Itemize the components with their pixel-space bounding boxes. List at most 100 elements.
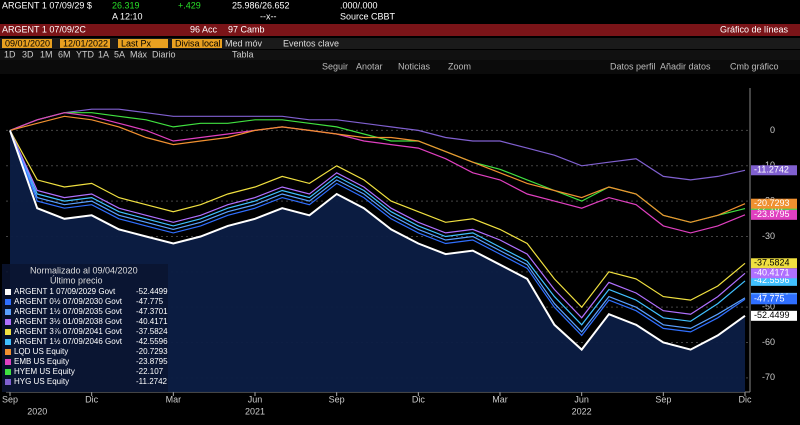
legend-swatch xyxy=(5,309,11,315)
legend-value: -52.4499 xyxy=(136,287,168,296)
series-line xyxy=(9,130,746,319)
series-line xyxy=(9,115,746,223)
year-label: 2022 xyxy=(572,406,592,416)
year-label: 2020 xyxy=(27,406,47,416)
settings-box xyxy=(222,39,274,48)
series-line xyxy=(9,130,746,326)
settings-item[interactable]: Med móv xyxy=(225,38,263,48)
legend-name: LQD US Equity xyxy=(14,347,68,356)
legend-name: HYEM US Equity xyxy=(14,367,75,376)
settings-item[interactable]: Last Px xyxy=(121,38,152,48)
tool-button[interactable]: Anotar xyxy=(356,61,383,71)
settings-box xyxy=(2,39,52,48)
last-value-label: -40.4171 xyxy=(754,268,790,278)
period-button[interactable]: 1D xyxy=(4,49,16,59)
series-line xyxy=(9,130,746,352)
quote-field: A 12:10 xyxy=(112,11,143,21)
settings-box xyxy=(60,39,110,48)
period-button[interactable]: 3D xyxy=(22,49,34,59)
y-tick-label: -50 xyxy=(762,302,775,312)
series-line xyxy=(9,130,746,309)
last-value-label: -42.5596 xyxy=(754,275,790,285)
legend-value: -40.4171 xyxy=(136,317,168,326)
last-value-label: -11.2742 xyxy=(754,165,789,175)
settings-box xyxy=(118,39,168,48)
settings-item[interactable]: 12/01/2022 xyxy=(63,38,108,48)
legend-swatch xyxy=(5,379,11,385)
legend-swatch xyxy=(5,369,11,375)
quote-field: 26.319 xyxy=(112,0,140,10)
settings-item[interactable]: Eventos clave xyxy=(283,38,339,48)
legend-value: -22.107 xyxy=(136,367,164,376)
x-tick-label: Jun xyxy=(248,394,263,404)
year-label: 2021 xyxy=(245,406,265,416)
y-tick-label: -60 xyxy=(762,337,775,347)
tool-bar xyxy=(0,60,800,74)
y-tick-label: 0 xyxy=(770,125,775,135)
x-tick-label: Dic xyxy=(739,394,752,404)
legend-value: -11.2742 xyxy=(136,377,168,386)
quote-field: --x-- xyxy=(260,11,277,21)
legend-swatch xyxy=(5,339,11,345)
period-button[interactable]: 1M xyxy=(40,49,53,59)
last-value-label: -52.4499 xyxy=(754,310,790,320)
last-value-box xyxy=(751,310,797,321)
legend-value: -23.8795 xyxy=(136,357,168,366)
tool-button[interactable]: Datos perfil xyxy=(610,61,656,71)
legend-name: HYG US Equity xyxy=(14,377,69,386)
last-value-label: -20.7293 xyxy=(754,198,790,208)
y-tick-label: -10 xyxy=(762,160,775,170)
title-bar-item[interactable]: ARGENT 1 07/09/2C xyxy=(2,24,86,34)
x-tick-label: Sep xyxy=(2,394,18,404)
area xyxy=(10,130,745,392)
last-value-label: -37.5824 xyxy=(754,258,790,268)
period-button[interactable]: Máx xyxy=(130,49,148,59)
period-bar xyxy=(0,50,800,60)
legend-name: ARGENT 1 07/09/2029 Govt xyxy=(14,287,116,296)
legend-swatch xyxy=(5,299,11,305)
title-bar-item[interactable]: Gráfico de líneas xyxy=(720,24,789,34)
tool-button[interactable]: Noticias xyxy=(398,61,431,71)
series-line xyxy=(9,108,746,181)
period-button[interactable]: Tabla xyxy=(232,49,254,59)
legend-name: EMB US Equity xyxy=(14,357,69,366)
settings-box xyxy=(172,39,222,48)
last-value-label: -23.8795 xyxy=(754,209,790,219)
legend-swatch xyxy=(5,359,11,365)
legend-value: -20.7293 xyxy=(136,347,168,356)
tool-button[interactable]: Añadir datos xyxy=(660,61,711,71)
quote-field: 25.986/26.652 xyxy=(232,0,290,10)
tool-button[interactable]: Seguir xyxy=(322,61,348,71)
settings-item[interactable]: 09/01/2020 xyxy=(5,38,50,48)
period-button[interactable]: 6M xyxy=(58,49,71,59)
quote-field: Source CBBT xyxy=(340,11,396,21)
x-tick-label: Dic xyxy=(85,394,98,404)
last-value-label: -47.775 xyxy=(754,294,785,304)
period-button[interactable]: Diario xyxy=(152,49,176,59)
legend-swatch xyxy=(5,289,11,295)
legend-swatch xyxy=(5,329,11,335)
last-value-box xyxy=(751,275,797,286)
tool-button[interactable]: Zoom xyxy=(448,61,471,71)
title-bar xyxy=(0,24,800,36)
settings-bar xyxy=(0,38,800,49)
settings-item[interactable]: Divisa local xyxy=(175,38,221,48)
tool-button[interactable]: Cmb gráfico xyxy=(730,61,779,71)
legend-value: -42.5596 xyxy=(136,337,168,346)
legend-name: ARGENT 3⅞ 07/09/2041 Govt xyxy=(14,327,123,336)
period-button[interactable]: 5A xyxy=(114,49,125,59)
legend-swatch xyxy=(5,349,11,355)
legend-name: ARGENT 0½ 07/09/2030 Govt xyxy=(14,297,123,306)
title-bar-item[interactable]: 97 Camb xyxy=(228,24,265,34)
legend-value: -37.5824 xyxy=(136,327,168,336)
period-button[interactable]: 1A xyxy=(98,49,109,59)
last-value-box xyxy=(751,258,797,269)
legend-box xyxy=(2,264,168,392)
title-bar-item[interactable]: 96 Acc xyxy=(190,24,218,34)
series-line xyxy=(9,130,746,337)
period-button[interactable]: YTD xyxy=(76,49,95,59)
last-value-box xyxy=(751,209,797,220)
quote-field: ARGENT 1 07/09/29 $ xyxy=(2,0,92,10)
